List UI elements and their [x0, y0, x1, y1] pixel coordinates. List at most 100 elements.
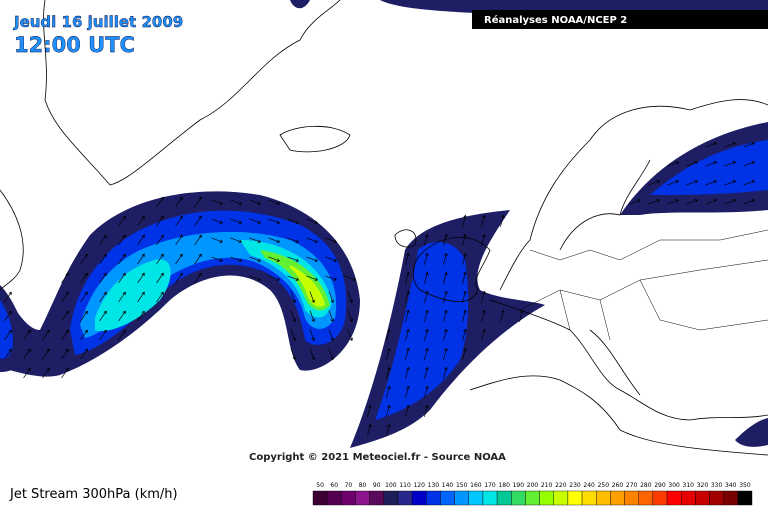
wind-arrow: [386, 366, 391, 379]
wind-arrow: [61, 272, 69, 284]
wind-arrow: [290, 348, 296, 360]
wind-arrow: [99, 272, 107, 284]
wind-arrow: [443, 290, 448, 303]
wind-arrow: [137, 215, 145, 227]
wind-arrow: [194, 234, 202, 246]
wind-arrow: [290, 291, 296, 303]
legend-swatch: [369, 490, 385, 506]
jet-core: [375, 241, 469, 420]
wind-arrow: [443, 347, 448, 360]
wind-arrow: [306, 275, 318, 281]
legend-label: 230: [569, 482, 581, 489]
wind-arrow: [99, 291, 107, 303]
wind-arrow: [175, 215, 183, 227]
legend-label: 260: [612, 482, 624, 489]
wind-arrow: [686, 161, 698, 167]
borders: [519, 229, 768, 341]
wind-arrow: [211, 256, 223, 262]
legend-swatch: [326, 490, 342, 506]
legend-swatch: [709, 490, 724, 506]
wind-arrow: [424, 252, 429, 265]
jet-core: [650, 140, 768, 195]
wind-arrow: [328, 310, 334, 322]
color-legend: 50 60 70 80 90 100 110 120 130 140 150 160 170 180 190…: [312, 482, 753, 506]
wind-arrow: [648, 180, 660, 186]
wind-arrow: [4, 329, 12, 341]
wind-arrow: [443, 233, 448, 246]
legend-swatch: [596, 490, 611, 506]
legend-label: 120: [413, 482, 425, 489]
legend-swatch: [496, 490, 512, 506]
wind-arrow: [268, 256, 280, 262]
legend-label: 170: [484, 482, 496, 489]
wind-arrow: [667, 180, 679, 186]
wind-arrow: [23, 367, 31, 379]
wind-arrow: [156, 291, 164, 303]
legend-swatch: [411, 490, 427, 506]
wind-arrow: [230, 256, 242, 262]
wind-arrow: [268, 275, 280, 281]
wind-arrow: [367, 423, 372, 436]
wind-arrow: [230, 199, 242, 205]
legend-swatch: [638, 490, 654, 506]
wind-arrow: [194, 253, 202, 265]
wind-arrow: [405, 404, 410, 417]
legend-label: 190: [513, 482, 525, 489]
wind-arrow: [80, 291, 88, 303]
wind-arrow: [249, 275, 261, 281]
wind-arrow: [405, 328, 410, 341]
wind-arrow: [629, 199, 641, 205]
wind-arrow: [424, 385, 429, 398]
wind-arrow: [424, 271, 429, 284]
wind-arrow: [287, 237, 299, 243]
wind-arrow: [462, 309, 467, 322]
wind-arrow: [23, 348, 31, 360]
legend-swatch: [468, 490, 484, 506]
wind-arrow: [42, 329, 50, 341]
legend-label: 310: [683, 482, 695, 489]
legend-swatch: [482, 490, 498, 506]
wind-arrow: [211, 237, 223, 243]
wind-arrow: [118, 291, 126, 303]
source: Réanalyses NOAA/NCEP 2: [484, 14, 627, 26]
wind-arrow: [705, 161, 717, 167]
wind-arrow: [99, 234, 107, 246]
wind-arrow: [211, 199, 223, 205]
wind-arrow: [386, 385, 391, 398]
wind-arrow: [325, 275, 337, 281]
wind-arrow: [405, 347, 410, 360]
legend-swatch: [511, 490, 526, 506]
wind-arrow: [137, 291, 145, 303]
wind-arrow: [325, 237, 337, 243]
legend-label: 340: [725, 482, 737, 489]
legend-label: 90: [373, 482, 381, 489]
wind-arrow: [137, 253, 145, 265]
wind-arrow: [156, 196, 164, 208]
wind-arrow: [500, 214, 505, 227]
wind-arrow: [686, 180, 698, 186]
wind-arrow: [268, 218, 280, 224]
wind-arrow: [99, 310, 107, 322]
wind-arrow: [118, 234, 126, 246]
legend-label: 160: [470, 482, 482, 489]
wind-arrow: [443, 271, 448, 284]
wind-arrow: [80, 253, 88, 265]
wind-arrow: [424, 347, 429, 360]
jet-core: [290, 0, 310, 9]
wind-arrow: [724, 142, 736, 148]
wind-arrow: [347, 291, 353, 303]
wind-arrow: [4, 348, 12, 360]
wind-arrow: [743, 142, 755, 148]
wind-arrow: [137, 234, 145, 246]
wind-arrow: [648, 199, 660, 205]
wind-arrow: [743, 180, 755, 186]
legend-label: 220: [555, 482, 567, 489]
wind-arrow: [42, 367, 50, 379]
jet-core: [95, 259, 171, 331]
wind-arrow: [118, 253, 126, 265]
wind-arrow: [230, 218, 242, 224]
time: 12:00 UTC: [14, 33, 135, 57]
wind-arrow: [481, 214, 486, 227]
legend-label: 140: [442, 482, 454, 489]
